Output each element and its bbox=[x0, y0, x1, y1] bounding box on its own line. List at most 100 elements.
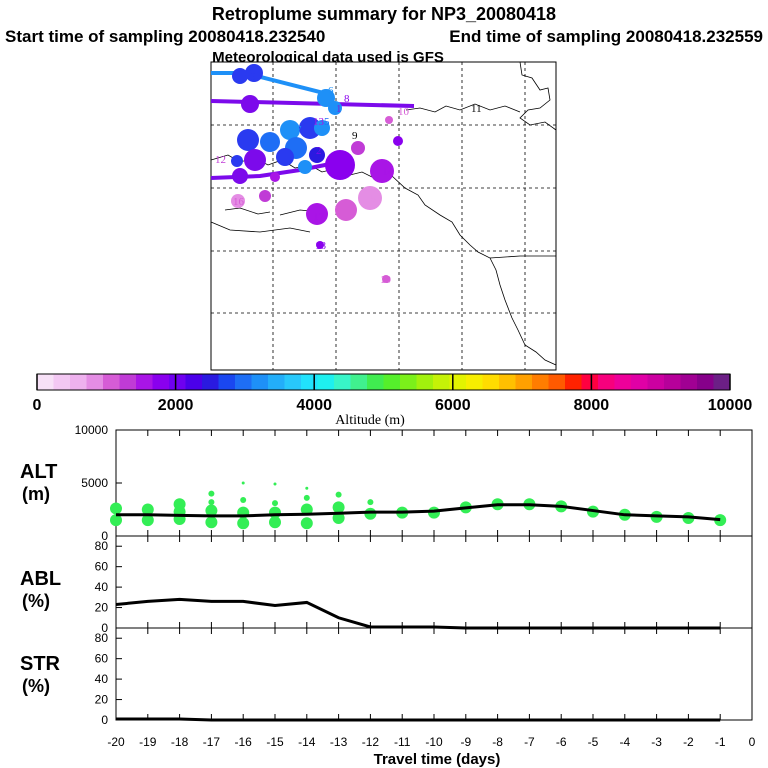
altitude-point bbox=[335, 491, 342, 498]
altitude-point bbox=[208, 499, 215, 506]
map-day-label: 19 bbox=[380, 274, 392, 286]
map-day-label: 15 bbox=[365, 193, 377, 205]
x-tick-label: -2 bbox=[683, 735, 694, 749]
colorbar-tick-label: 0 bbox=[33, 397, 42, 414]
altitude-point bbox=[240, 496, 247, 503]
map-day-label: 18 bbox=[315, 240, 327, 252]
colorbar-swatch bbox=[136, 374, 153, 390]
altitude-point bbox=[208, 490, 215, 497]
y-tick-label: 20 bbox=[95, 693, 109, 707]
colorbar-tick-label: 2000 bbox=[158, 397, 194, 414]
colorbar-swatch bbox=[515, 374, 533, 390]
colorbar-tick-label: 8000 bbox=[574, 397, 610, 414]
map-day-label: 2 bbox=[316, 145, 322, 157]
series-line bbox=[116, 503, 721, 522]
alt-label: ALT bbox=[20, 461, 57, 483]
colorbar-swatch bbox=[367, 374, 384, 390]
y-tick-label: 60 bbox=[95, 560, 109, 574]
colorbar-swatch bbox=[70, 374, 87, 390]
colorbar-swatch bbox=[416, 374, 434, 390]
altitude-point bbox=[332, 501, 345, 514]
altitude-point bbox=[141, 503, 154, 516]
map-day-label: 5 bbox=[324, 116, 330, 128]
altitude-colorbar: 0 2000 4000 6000 8000 10000 bbox=[33, 373, 753, 414]
colorbar-swatch bbox=[383, 374, 401, 390]
colorbar-swatch bbox=[103, 374, 120, 390]
colorbar-swatch bbox=[235, 374, 252, 390]
altitude-point bbox=[110, 502, 122, 515]
colorbar-swatch bbox=[317, 374, 335, 390]
y-tick-label: 0 bbox=[101, 713, 108, 727]
y-tick-label: 80 bbox=[95, 631, 109, 645]
colorbar-tick-label: 10000 bbox=[708, 397, 753, 414]
colorbar-tick-label: 4000 bbox=[296, 397, 332, 414]
abl-unit: (%) bbox=[22, 591, 50, 611]
colorbar-swatch bbox=[433, 374, 450, 390]
x-tick-label: -16 bbox=[235, 735, 253, 749]
altitude-point bbox=[273, 482, 277, 486]
colorbar-swatch bbox=[202, 374, 219, 390]
map-day-label: 7 bbox=[296, 124, 302, 136]
map-day-label: 13 bbox=[313, 116, 325, 128]
altitude-point bbox=[237, 517, 250, 530]
altitude-point bbox=[205, 516, 218, 529]
altitude-point bbox=[269, 516, 281, 529]
x-tick-label: -6 bbox=[556, 735, 567, 749]
colorbar-swatch bbox=[400, 374, 417, 390]
colorbar-swatch bbox=[466, 374, 483, 390]
colorbar-swatch bbox=[218, 374, 236, 390]
map-day-label: 6 bbox=[328, 85, 334, 97]
colorbar-swatch bbox=[350, 374, 368, 390]
x-tick-label: -14 bbox=[298, 735, 316, 749]
altitude-point bbox=[300, 517, 313, 530]
altitude-point bbox=[241, 481, 245, 485]
colorbar-swatch bbox=[647, 374, 665, 390]
y-tick-label: 40 bbox=[95, 580, 109, 594]
colorbar-swatch bbox=[86, 374, 104, 390]
map-day-label: 11 bbox=[471, 103, 482, 115]
x-tick-label: -17 bbox=[203, 735, 221, 749]
map-day-label: 17 bbox=[313, 211, 325, 223]
y-tick-label: 20 bbox=[95, 601, 109, 615]
map-day-label: 8 bbox=[344, 93, 350, 105]
colorbar-swatch bbox=[449, 374, 467, 390]
str-unit: (%) bbox=[22, 676, 50, 696]
colorbar-swatch bbox=[185, 374, 203, 390]
altitude-point bbox=[205, 504, 218, 517]
map-day-label: 4 bbox=[246, 64, 252, 76]
y-tick-label: 60 bbox=[95, 652, 109, 666]
colorbar-swatch bbox=[581, 374, 599, 390]
x-tick-label: -13 bbox=[330, 735, 348, 749]
altitude-point bbox=[300, 503, 313, 516]
map-day-label: 1 bbox=[336, 103, 342, 115]
colorbar-swatch bbox=[631, 374, 648, 390]
series-line bbox=[115, 597, 721, 630]
y-tick-label: 10000 bbox=[75, 423, 109, 437]
y-tick-label: 0 bbox=[101, 621, 108, 635]
colorbar-swatch bbox=[301, 374, 318, 390]
map-frame bbox=[210, 61, 557, 371]
plume-clusters bbox=[231, 64, 403, 283]
x-tick-label: -4 bbox=[619, 735, 630, 749]
colorbar-swatch bbox=[499, 374, 516, 390]
alt-unit: (m) bbox=[22, 484, 50, 504]
altitude-point bbox=[367, 499, 374, 506]
map-day-label: 16 bbox=[233, 196, 245, 208]
y-tick-label: 40 bbox=[95, 672, 109, 686]
colorbar-swatch bbox=[482, 374, 500, 390]
colorbar-tick-label: 6000 bbox=[435, 397, 471, 414]
colorbar-swatch bbox=[565, 374, 582, 390]
map-day-label: 14 bbox=[382, 166, 394, 178]
colorbar-swatch bbox=[53, 374, 71, 390]
x-tick-label: -15 bbox=[266, 735, 284, 749]
altitude-point bbox=[305, 486, 309, 490]
colorbar-swatch bbox=[268, 374, 285, 390]
series-line bbox=[116, 717, 721, 722]
x-tick-label: -12 bbox=[362, 735, 380, 749]
colorbar-swatch bbox=[680, 374, 698, 390]
x-tick-label: -1 bbox=[715, 735, 726, 749]
colorbar-swatch bbox=[37, 374, 54, 390]
x-tick-label: -19 bbox=[139, 735, 157, 749]
